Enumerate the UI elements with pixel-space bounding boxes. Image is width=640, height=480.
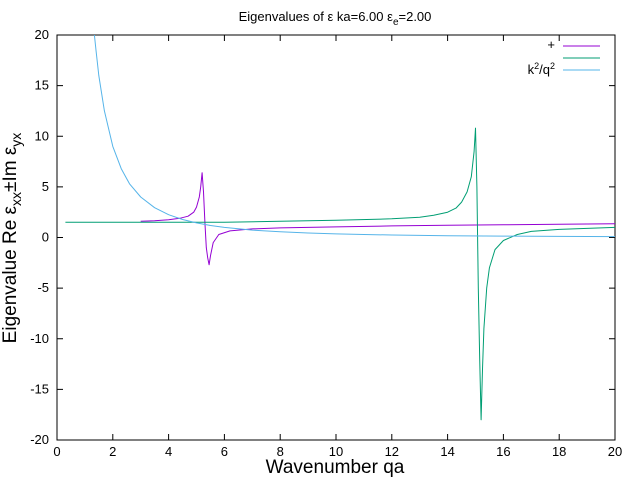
x-tick-label: 10 (329, 444, 343, 459)
y-tick-label: -20 (30, 432, 49, 447)
x-tick-label: 2 (109, 444, 116, 459)
title-part-b: ε (384, 9, 394, 24)
y-tick-label: -15 (30, 381, 49, 396)
y-tick-label: -5 (37, 280, 49, 295)
series-group (65, 34, 616, 421)
ylabel-sub-yx: yx (8, 133, 24, 147)
title-subscript: e (393, 17, 399, 28)
legend-label-plus: + (547, 37, 555, 52)
y-axis-ticks: -20 -15 -10 -5 0 5 10 15 20 (30, 27, 615, 447)
x-tick-label: 4 (165, 444, 172, 459)
y-axis-label: Eigenvalue Re εxx±Im εyx (0, 133, 24, 344)
x-tick-label: 18 (552, 444, 566, 459)
legend-sup-k: 2 (534, 61, 539, 71)
ylabel-part-a: Eigenvalue Re ε (0, 205, 21, 343)
title-part-a: Eigenvalues of ε ka= (239, 9, 359, 24)
y-tick-label: 0 (42, 230, 49, 245)
x-tick-label: 6 (221, 444, 228, 459)
x-tick-label: 12 (385, 444, 399, 459)
title-part-c: = (399, 9, 407, 24)
x-axis-ticks: 0 2 4 6 8 10 12 14 16 18 20 (53, 35, 622, 459)
series-line-3 (93, 34, 616, 238)
ylabel-sub-xx: xx (8, 192, 24, 206)
chart-title: Eigenvalues of ε ka=6.00 εe=2.00 (239, 9, 432, 28)
x-tick-label: 20 (608, 444, 622, 459)
plot-frame (56, 34, 616, 441)
ylabel-part-b: ±Im ε (0, 146, 21, 192)
legend-label-k2q2: k2/q2 (528, 61, 555, 77)
legend-sup-q: 2 (550, 61, 555, 71)
x-axis-label: Wavenumber qa (266, 457, 405, 478)
legend: + k2/q2 (528, 37, 600, 77)
y-tick-label: 5 (42, 179, 49, 194)
x-tick-label: 14 (440, 444, 454, 459)
series-line-1 (140, 172, 616, 266)
title-eps: 2.00 (406, 9, 431, 24)
x-tick-label: 0 (53, 444, 60, 459)
legend-slash-q: /q (539, 62, 550, 77)
x-tick-label: 8 (277, 444, 284, 459)
title-ka: 6.00 (358, 9, 383, 24)
legend-k: k (528, 62, 535, 77)
y-tick-label: -10 (30, 331, 49, 346)
x-tick-label: 16 (496, 444, 510, 459)
y-tick-label: 20 (35, 27, 49, 42)
y-tick-label: 15 (35, 78, 49, 93)
y-tick-label: 10 (35, 128, 49, 143)
series-line-2 (65, 127, 616, 421)
